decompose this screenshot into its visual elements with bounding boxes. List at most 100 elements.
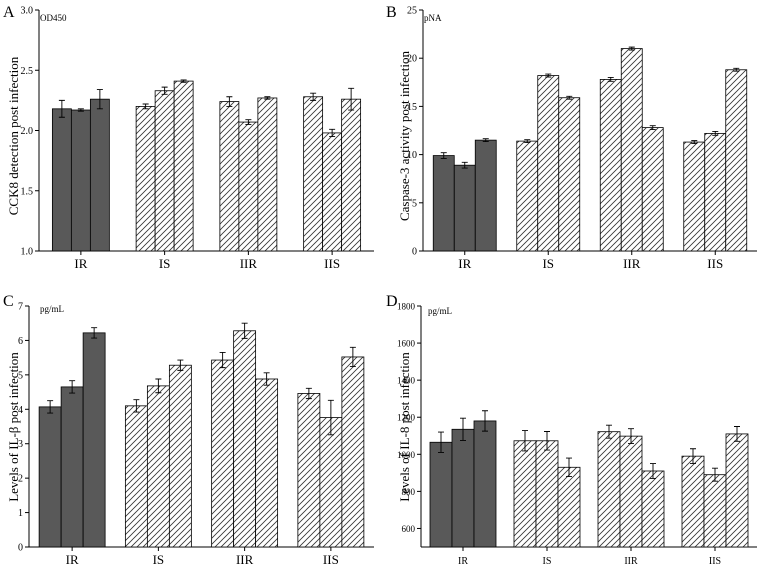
panel-c-bar-ir-3 [82, 332, 106, 548]
panel-a-bar-is-2 [154, 90, 175, 252]
panel-b-bar-ir-1 [432, 155, 455, 252]
panel-d-error-bar-is-3 [566, 457, 572, 478]
panel-b-plot: 0 5 10 15 20 25 IR IS IIR IIS [407, 6, 757, 271]
panel-d-error-bar-iir-3 [650, 463, 656, 479]
panel-c-error-bar-iir-3 [263, 372, 270, 386]
panel-d-error-bar-is-1 [522, 430, 528, 452]
panel-label-a: A [3, 4, 15, 21]
panel-b-category-label-iis: IIS [707, 256, 723, 271]
panel-c-unit-label: pg/mL [40, 304, 64, 314]
panel-d-bar-is-3 [557, 466, 581, 548]
panel-a-category-label-iir: IIR [240, 256, 258, 271]
panel-a-error-bar-ir-3 [96, 89, 103, 110]
panel-d-error-bar-iir-1 [606, 424, 612, 439]
panel-a-error-bar-iis-2 [329, 128, 336, 137]
panel-b-y-tick-label: 10 [407, 150, 417, 161]
panel-label-b: B [386, 4, 397, 21]
panel-c-bar-ir-1 [38, 406, 62, 548]
panel-a-error-bar-is-3 [180, 79, 187, 83]
panel-b-bar-is-3 [558, 97, 581, 252]
panel-b-y-tick-label: 15 [407, 102, 417, 113]
panel-b-error-bar-iis-1 [691, 140, 698, 144]
panel-d-y-tick-label: 800 [402, 487, 416, 497]
panel-b-bar-iir-1 [599, 79, 622, 252]
panel-c-error-bar-is-2 [155, 378, 162, 394]
panel-c-y-tick-label: 4 [18, 405, 23, 416]
panel-c-y-tick-label: 7 [18, 302, 23, 313]
panel-c-y-tick-label: 0 [18, 543, 23, 554]
panel-d-chart: pg/mL Levels of IL-8 post infection 600 8… [397, 302, 757, 566]
panel-c-error-bar-ir-2 [69, 380, 76, 394]
panel-d-error-bar-iis-3 [734, 426, 740, 442]
panel-b-error-bar-ir-1 [440, 152, 447, 159]
panel-c-error-bar-ir-1 [47, 400, 54, 414]
panel-a-bar-ir-3 [89, 98, 110, 252]
panel-c-category-label-ir: IR [66, 552, 79, 566]
panel-b-error-bar-ir-3 [482, 138, 489, 143]
panel-d-y-tick-label: 1800 [397, 302, 416, 312]
panel-a-error-bar-ir-2 [77, 108, 84, 112]
panel-b-y-axis-title: Caspase-3 activity post infection [397, 50, 412, 221]
panel-c-category-label-iir: IIR [236, 552, 254, 566]
panel-d-y-tick-label: 1000 [397, 450, 416, 460]
panel-d-error-bar-is-2 [544, 431, 550, 451]
panel-b-bar-iis-2 [704, 132, 727, 252]
panel-b-bar-is-2 [537, 75, 560, 252]
panel-d-bar-ir-3 [473, 420, 497, 548]
panel-a-bar-ir-2 [70, 109, 91, 252]
panel-b-category-label-ir: IR [458, 256, 471, 271]
panel-c-bar-iir-3 [255, 378, 279, 548]
panel-d-bar-iir-1 [597, 431, 621, 548]
panel-d-bar-is-2 [535, 440, 559, 548]
panel-c-category-label-is: IS [153, 552, 165, 566]
panel-b-bar-iis-3 [725, 69, 748, 252]
panel-b-error-bar-iis-2 [712, 131, 719, 136]
panel-c-bar-iis-3 [341, 356, 365, 548]
panel-a-error-bar-iis-1 [310, 92, 317, 101]
panel-a-error-bar-ir-1 [58, 99, 65, 118]
panel-d-error-bar-ir-1 [438, 431, 444, 453]
panel-c-bar-is-2 [146, 385, 170, 548]
panel-c-error-bar-iir-1 [219, 352, 226, 369]
panel-a-bar-is-1 [135, 106, 156, 252]
panel-b-y-tick-label: 20 [407, 54, 417, 65]
panel-b-bar-is-1 [516, 140, 539, 252]
panel-d-bar-ir-2 [451, 428, 475, 548]
panel-a-error-bar-iir-1 [226, 96, 233, 107]
panel-d-plot: 600 800 1000 1200 1400 1600 1800 IR IS IIR IIS [397, 302, 757, 566]
panel-d-error-bar-ir-2 [460, 417, 466, 441]
panel-d-category-label-is: IS [543, 556, 552, 566]
panel-b-error-bar-iir-2 [628, 46, 635, 51]
panel-c-error-bar-is-1 [133, 399, 140, 413]
panel-d-y-axis-title: Levels of IL-8 post infection [397, 352, 412, 502]
panel-d-category-label-ir: IR [458, 556, 468, 566]
panel-a-y-tick-label: 3.0 [21, 6, 34, 17]
panel-c-bar-iir-1 [211, 359, 235, 548]
panel-b-bar-iis-1 [683, 141, 706, 252]
panel-b-error-bar-is-2 [545, 73, 552, 78]
panel-c-chart: pg/mL Levels of IL-β post infection 0 1 2 3… [6, 302, 374, 566]
panel-b-error-bar-iir-3 [649, 125, 656, 130]
panel-a-error-bar-iir-2 [245, 119, 252, 125]
panel-a-error-bar-iis-3 [348, 87, 355, 111]
panel-label-d: D [386, 293, 398, 310]
panel-a-category-label-is: IS [159, 256, 171, 271]
panel-b-chart: pNA Caspase-3 activity post infection 0 5… [397, 6, 757, 271]
panel-b-bar-ir-2 [453, 164, 476, 252]
panel-c-y-tick-label: 2 [18, 474, 23, 485]
panel-a-bar-iir-3 [257, 97, 278, 252]
panel-c-bar-is-1 [124, 405, 148, 548]
panel-a-bar-iir-1 [219, 101, 240, 252]
panel-c-error-bar-iis-3 [349, 346, 356, 368]
panel-a-y-tick-label: 2.0 [21, 126, 34, 137]
panel-b-y-tick-label: 25 [407, 6, 417, 17]
panel-c-y-axis-title: Levels of IL-β post infection [6, 352, 21, 502]
panel-a-bar-iir-2 [238, 121, 259, 252]
panel-d-error-bar-iir-2 [628, 428, 634, 445]
panel-d-y-tick-label: 1600 [397, 339, 416, 349]
panel-a-y-axis-title: CCK8 detection post infection [6, 56, 21, 215]
panel-d-category-label-iir: IIR [624, 556, 638, 566]
panel-a-y-tick-label: 1.0 [21, 247, 34, 258]
panel-a-y-tick-label: 2.5 [21, 66, 34, 77]
